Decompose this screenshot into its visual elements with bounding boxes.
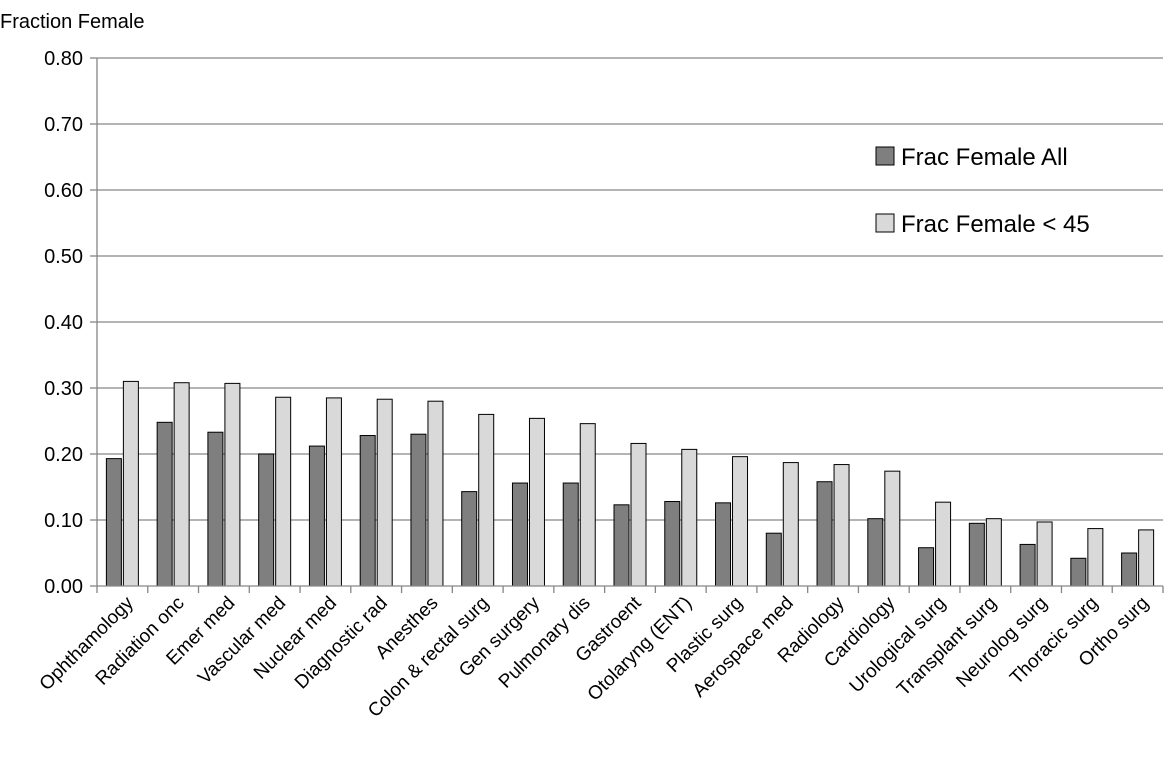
bar-frac-female-all <box>258 453 275 587</box>
bar-frac-female-under-45 <box>833 464 850 587</box>
bar-frac-female-under-45 <box>935 501 952 587</box>
bar-frac-female-under-45 <box>122 380 139 587</box>
y-tick-label: 0.50 <box>44 246 83 268</box>
bar-frac-female-under-45 <box>681 448 698 587</box>
y-tick-labels: 0.00 0.10 0.20 0.30 0.40 0.50 0.60 0.70 0.80 <box>44 48 83 598</box>
bar-frac-female-under-45 <box>985 518 1002 587</box>
bars <box>105 380 1155 587</box>
legend: Frac Female All Frac Female < 45 <box>875 144 1090 238</box>
bar-frac-female-under-45 <box>528 417 545 587</box>
bar-frac-female-under-45 <box>224 382 241 587</box>
bar-frac-female-all <box>105 458 122 587</box>
bar-frac-female-all <box>461 491 478 587</box>
bar-frac-female-all <box>664 501 681 587</box>
bar-frac-female-under-45 <box>275 396 292 587</box>
legend-swatch <box>875 146 895 166</box>
x-category-label: Vascular med <box>194 593 290 689</box>
x-category-label: Thoracic surg <box>1006 593 1102 689</box>
bar-frac-female-under-45 <box>1138 529 1155 587</box>
y-tick-label: 0.40 <box>44 312 83 334</box>
bar-frac-female-all <box>207 431 224 587</box>
bar-frac-female-all <box>1019 543 1036 587</box>
bar-frac-female-under-45 <box>173 382 190 587</box>
y-tick-label: 0.60 <box>44 180 83 202</box>
bar-frac-female-all <box>918 547 935 587</box>
axes <box>90 57 1164 593</box>
bar-frac-female-all <box>562 482 579 587</box>
bar-frac-female-under-45 <box>1087 528 1104 587</box>
legend-swatch <box>875 213 895 233</box>
bar-frac-female-all <box>410 433 427 587</box>
bar-frac-female-all <box>613 504 630 587</box>
y-tick-label: 0.00 <box>44 576 83 598</box>
bar-frac-female-under-45 <box>376 398 393 587</box>
bar-frac-female-all <box>156 421 173 587</box>
bar-frac-female-all <box>1070 557 1087 587</box>
bar-frac-female-under-45 <box>732 456 749 587</box>
y-tick-label: 0.10 <box>44 510 83 532</box>
y-tick-label: 0.70 <box>44 114 83 136</box>
y-axis-label: Fraction Female <box>0 11 145 33</box>
bar-frac-female-under-45 <box>478 413 495 587</box>
bar-frac-female-under-45 <box>630 442 647 587</box>
bar-frac-female-under-45 <box>325 397 342 587</box>
bar-frac-female-all <box>867 518 884 587</box>
y-tick-label: 0.20 <box>44 444 83 466</box>
bar-frac-female-under-45 <box>427 400 444 587</box>
bar-frac-female-under-45 <box>884 470 901 587</box>
y-tick-label: 0.30 <box>44 378 83 400</box>
gridlines <box>97 57 1163 521</box>
legend-label: Frac Female All <box>901 144 1068 171</box>
bar-frac-female-all <box>308 445 325 587</box>
bar-frac-female-all <box>765 532 782 587</box>
bar-frac-female-all <box>968 522 985 587</box>
legend-label: Frac Female < 45 <box>901 211 1090 238</box>
bar-frac-female-all <box>359 435 376 587</box>
x-category-label: Radiation onc <box>92 593 189 690</box>
bar-frac-female-all <box>715 502 732 587</box>
bar-frac-female-all <box>1121 552 1138 587</box>
y-tick-label: 0.80 <box>44 48 83 70</box>
bar-frac-female-all <box>511 482 528 587</box>
bar-frac-female-under-45 <box>782 462 799 587</box>
bar-frac-female-under-45 <box>1036 521 1053 587</box>
bar-frac-female-under-45 <box>579 423 596 587</box>
bar-frac-female-all <box>816 481 833 587</box>
